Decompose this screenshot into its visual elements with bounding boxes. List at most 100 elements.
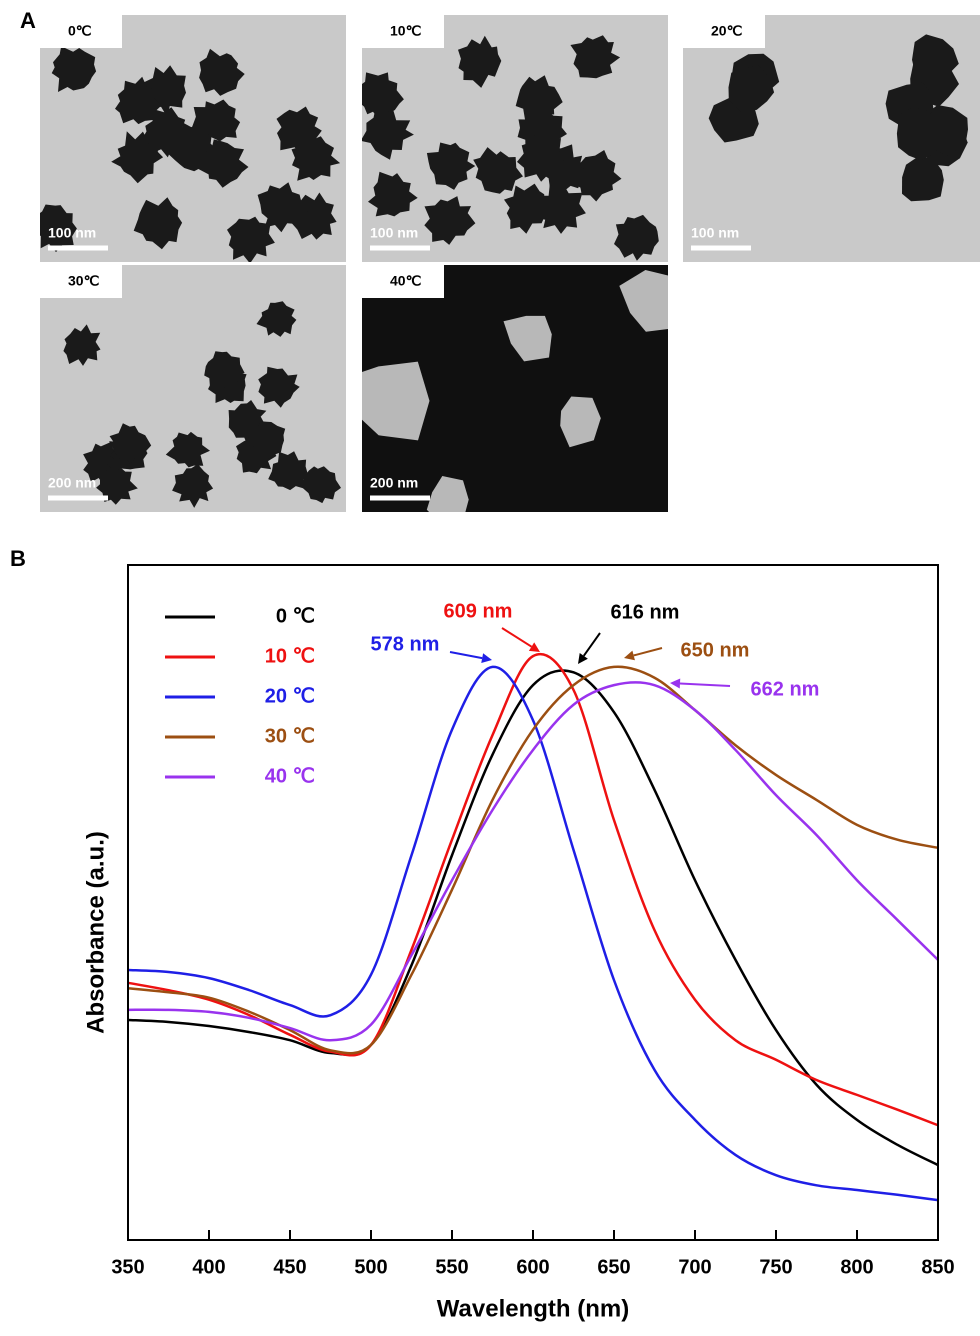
x-tick-label: 500 xyxy=(354,1256,387,1278)
panel-label: B xyxy=(10,546,26,571)
label-box xyxy=(40,265,122,298)
spectrum-line xyxy=(127,652,939,1127)
label-box xyxy=(40,15,122,48)
particle xyxy=(165,431,210,468)
label-box xyxy=(362,15,444,48)
image-label: 10℃ xyxy=(390,23,422,39)
scale-label: 100 nm xyxy=(370,225,418,241)
legend-label: 10 ℃ xyxy=(265,645,315,667)
gap xyxy=(426,476,469,512)
x-tick-label: 650 xyxy=(597,1256,630,1278)
gap xyxy=(362,361,430,441)
peak-arrowhead xyxy=(481,653,492,664)
x-tick-label: 750 xyxy=(759,1256,792,1278)
peak-arrowhead xyxy=(624,650,635,661)
peak-arrow xyxy=(582,632,601,657)
particle xyxy=(51,46,97,92)
peak-arrowhead xyxy=(578,652,588,664)
spectrum-line xyxy=(127,681,939,1042)
particle xyxy=(534,184,586,234)
particle xyxy=(257,182,309,233)
peak-arrowhead xyxy=(670,678,681,689)
particle xyxy=(362,108,414,160)
peak-label: 662 nm xyxy=(751,678,820,700)
scale-label: 200 nm xyxy=(48,475,96,491)
particle xyxy=(614,214,659,261)
label-box xyxy=(362,265,444,298)
particle xyxy=(172,464,214,508)
particle xyxy=(504,183,549,234)
peak-label: 616 nm xyxy=(611,601,680,623)
particle xyxy=(362,72,404,121)
image-label: 0℃ xyxy=(68,23,92,39)
x-tick-label: 600 xyxy=(516,1256,549,1278)
gap xyxy=(619,270,668,332)
particle xyxy=(302,466,341,504)
particle xyxy=(96,464,138,505)
micrograph xyxy=(362,15,668,262)
particle xyxy=(204,351,245,388)
spectrum-line xyxy=(127,669,939,1167)
spectrum-line xyxy=(127,665,939,1055)
micrograph xyxy=(362,265,668,512)
peak-arrow xyxy=(449,651,483,660)
particle xyxy=(244,421,286,460)
particle xyxy=(196,139,249,188)
micrograph xyxy=(40,15,346,262)
x-tick-label: 850 xyxy=(921,1256,954,1278)
x-tick-label: 450 xyxy=(273,1256,306,1278)
particle xyxy=(896,107,944,161)
micrograph xyxy=(40,265,346,512)
particle xyxy=(458,35,502,88)
scale-label: 100 nm xyxy=(691,225,739,241)
particle xyxy=(426,142,476,190)
gap xyxy=(560,396,601,448)
particle xyxy=(227,216,275,262)
particle xyxy=(902,157,944,202)
particle xyxy=(517,134,567,182)
legend-label: 30 ℃ xyxy=(265,725,315,747)
micrograph xyxy=(683,15,980,262)
image-label: 20℃ xyxy=(711,23,743,39)
particle xyxy=(276,106,322,153)
x-axis-label: Wavelength (nm) xyxy=(437,1295,629,1322)
peak-arrow xyxy=(679,682,731,687)
peak-label: 578 nm xyxy=(371,633,440,655)
peak-arrow xyxy=(501,627,533,648)
gap xyxy=(503,315,552,362)
plot-frame xyxy=(127,564,939,1241)
particle xyxy=(258,366,300,408)
legend-label: 20 ℃ xyxy=(265,685,315,707)
particle xyxy=(570,35,621,79)
particle xyxy=(368,171,418,217)
particle xyxy=(473,147,523,194)
x-tick-label: 400 xyxy=(192,1256,225,1278)
particle xyxy=(424,196,476,245)
spectrum-line xyxy=(127,665,939,1202)
image-label: 40℃ xyxy=(390,273,422,289)
x-tick-label: 700 xyxy=(678,1256,711,1278)
particle xyxy=(268,451,308,491)
particle xyxy=(572,150,622,202)
legend-label: 0 ℃ xyxy=(276,605,315,627)
peak-label: 609 nm xyxy=(444,600,513,622)
particle xyxy=(199,48,245,96)
particle xyxy=(40,204,77,253)
x-tick-label: 800 xyxy=(840,1256,873,1278)
panel-label: A xyxy=(20,8,36,33)
x-tick-label: 550 xyxy=(435,1256,468,1278)
peak-arrow xyxy=(633,647,663,657)
particle xyxy=(109,423,152,465)
scale-label: 200 nm xyxy=(370,475,418,491)
peak-arrowhead xyxy=(528,642,540,652)
particle xyxy=(115,76,162,125)
legend-label: 40 ℃ xyxy=(265,765,315,787)
x-tick-label: 350 xyxy=(111,1256,144,1278)
label-box xyxy=(683,15,765,48)
particle xyxy=(515,75,563,126)
particle xyxy=(63,324,101,366)
particle xyxy=(256,301,297,337)
scale-label: 100 nm xyxy=(48,225,96,241)
particle xyxy=(912,34,959,85)
